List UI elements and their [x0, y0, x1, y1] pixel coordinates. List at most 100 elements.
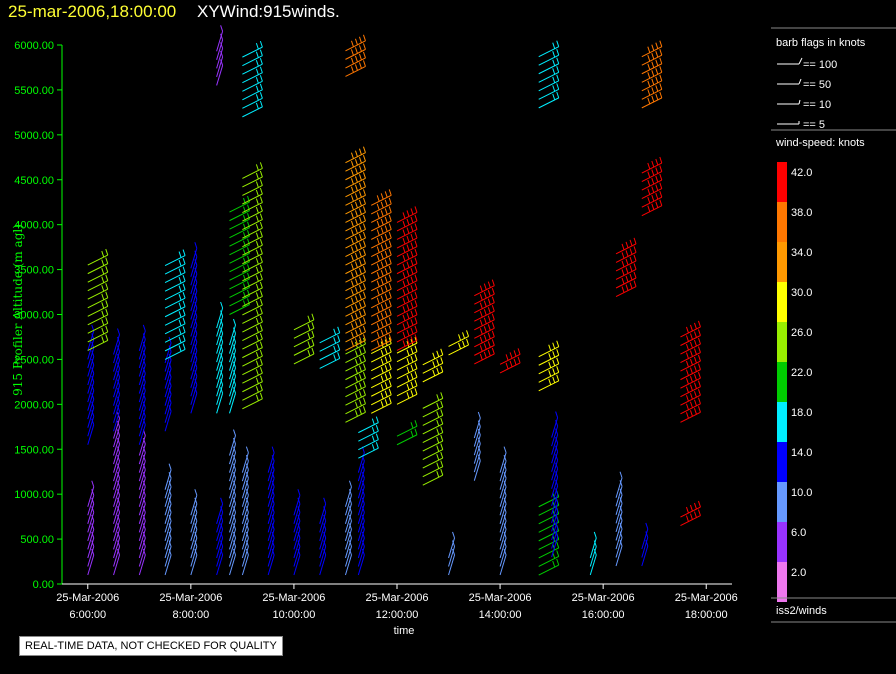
wind-barb: [138, 452, 146, 473]
wind-barb: [113, 452, 121, 473]
wind-barb-flag: [350, 331, 354, 339]
wind-barb-flag: [168, 497, 172, 504]
wind-barb-flag: [233, 540, 236, 547]
wind-barb: [229, 210, 250, 222]
wind-barb-flag: [271, 463, 275, 470]
wind-barb: [396, 385, 418, 397]
wind-barb-flag: [358, 225, 362, 232]
wind-barb-flag: [406, 235, 410, 243]
wind-barb: [344, 554, 352, 576]
wind-barb-flag: [354, 244, 358, 251]
wind-barb-flag: [655, 184, 659, 191]
wind-barb-flag: [101, 327, 105, 335]
wind-barb-flag: [271, 497, 275, 504]
wind-barb-flag: [168, 523, 172, 530]
wind-barb: [680, 352, 701, 364]
wind-barb-flag: [689, 341, 693, 349]
wind-barb: [345, 394, 366, 406]
wind-barb-flag: [625, 258, 629, 266]
header-title: XYWind:915winds.: [197, 2, 340, 21]
wind-barb: [87, 390, 95, 411]
wind-barb: [138, 339, 146, 360]
wind-barb: [396, 220, 418, 232]
wind-barb-flag: [117, 514, 121, 522]
wind-barb-flag: [259, 273, 263, 280]
wind-barb-flag: [361, 497, 365, 504]
wind-barb-flag: [629, 282, 633, 289]
wind-barb-flag: [354, 201, 358, 209]
wind-barb-flag: [168, 506, 172, 513]
wind-barb: [396, 342, 418, 354]
wind-barb: [87, 356, 95, 377]
wind-barb-flag: [647, 205, 651, 212]
wind-barb: [319, 529, 327, 550]
wind-barb-flag: [410, 285, 414, 292]
wind-barb-flag: [255, 292, 259, 299]
wind-barb: [551, 485, 559, 506]
wind-barb-flag: [233, 318, 236, 326]
wind-barb-flag: [388, 371, 392, 378]
wind-barb: [87, 495, 95, 516]
wind-barb: [87, 364, 95, 386]
wind-barb-flag: [625, 241, 629, 249]
wind-barb-flag: [350, 178, 354, 185]
wind-barb-flag: [414, 371, 418, 378]
wind-barb: [538, 371, 559, 383]
wind-barb: [164, 280, 186, 292]
wind-barb-flag: [380, 295, 384, 302]
wind-barb-flag: [655, 85, 659, 92]
wind-barb-flag: [436, 471, 440, 478]
wind-barb-flag: [362, 214, 366, 222]
wind-barb-flag: [552, 368, 556, 375]
wind-barb-flag: [105, 325, 109, 333]
wind-barb: [344, 512, 352, 533]
wind-barb-flag: [194, 276, 198, 283]
wind-barb: [87, 537, 95, 559]
wind-barb: [641, 196, 663, 208]
wind-barb: [242, 304, 263, 316]
wind-barb-flag: [633, 246, 637, 253]
wind-barb-flag: [105, 308, 109, 315]
wind-barb-flag: [689, 410, 693, 417]
wind-barb-flag: [91, 523, 95, 530]
wind-barb-flag: [410, 422, 414, 429]
wind-barb-flag: [410, 302, 414, 309]
wind-barb: [164, 546, 172, 567]
wind-barb-flag: [220, 335, 224, 343]
y-tick-label: 0.00: [33, 579, 54, 591]
wind-barb-flag: [220, 514, 224, 522]
wind-barb: [551, 519, 559, 541]
wind-barb-flag: [358, 62, 362, 69]
wind-barb: [641, 71, 663, 83]
wind-barb: [357, 537, 365, 559]
wind-barb-flag: [647, 63, 651, 70]
wind-barb-flag: [259, 324, 263, 331]
wind-barb-flag: [697, 389, 701, 396]
wind-barb: [499, 503, 507, 524]
y-tick-label: 6000.00: [14, 40, 54, 52]
wind-barb-flag: [503, 523, 507, 530]
wind-barb: [396, 271, 418, 283]
legend-speed-swatch: [777, 482, 787, 522]
wind-barb: [680, 403, 701, 415]
wind-barb: [229, 350, 236, 371]
wind-barb: [216, 367, 224, 388]
wind-barb-flag: [436, 350, 440, 357]
wind-barb: [538, 538, 559, 550]
wind-barb-flag: [194, 335, 198, 343]
wind-barb-flag: [376, 195, 380, 202]
wind-barb: [396, 288, 418, 300]
wind-barb-flag: [477, 411, 481, 419]
wind-barb-flag: [259, 367, 263, 374]
wind-barb: [87, 305, 108, 317]
wind-barb-flag: [384, 293, 388, 300]
legend-speed-label: 38.0: [791, 207, 812, 219]
wind-barb-flag: [440, 409, 444, 416]
wind-barb-flag: [358, 408, 362, 415]
wind-barb-flag: [552, 93, 556, 101]
wind-barb-flag: [323, 506, 327, 513]
wind-barb-flag: [354, 252, 358, 260]
wind-barb-flag: [406, 252, 410, 260]
wind-barb-flag: [555, 530, 559, 538]
wind-barb: [267, 469, 275, 490]
